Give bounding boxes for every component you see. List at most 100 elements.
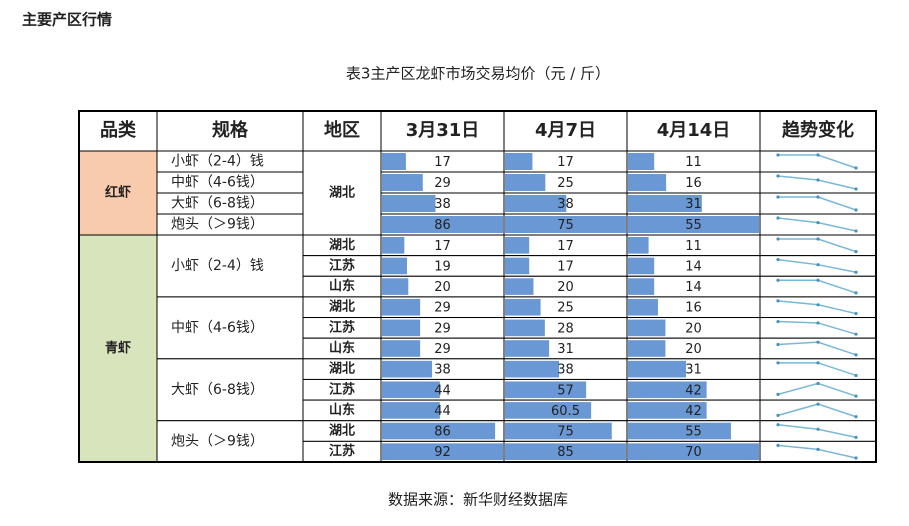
trend-point — [816, 303, 820, 307]
spec-label: 小虾（2-4）钱 — [171, 154, 264, 170]
trend-point — [854, 353, 858, 357]
data-bar — [382, 360, 432, 378]
column-header: 4月14日 — [657, 120, 731, 141]
data-bar — [505, 216, 626, 233]
trend-point — [776, 237, 780, 241]
data-bar — [628, 237, 649, 254]
price-value: 31 — [685, 197, 702, 212]
table-cell — [626, 110, 761, 152]
trend-point — [854, 291, 858, 295]
price-value: 38 — [557, 363, 574, 378]
data-bar — [628, 216, 759, 233]
trend-point — [776, 423, 780, 427]
price-value: 16 — [685, 176, 702, 191]
trend-point — [816, 402, 820, 406]
data-bar — [628, 153, 655, 170]
trend-point — [816, 381, 820, 386]
data-bar — [628, 422, 731, 440]
trend-point — [776, 258, 780, 262]
region-label: 湖北 — [329, 424, 355, 439]
price-value: 70 — [685, 445, 702, 460]
price-value: 29 — [434, 321, 451, 336]
price-value: 55 — [685, 425, 702, 440]
price-value: 20 — [685, 321, 702, 336]
data-bar — [505, 422, 612, 440]
data-bar — [628, 278, 655, 295]
price-value: 38 — [434, 197, 451, 212]
price-value: 20 — [434, 280, 451, 295]
price-value: 17 — [557, 155, 574, 170]
table-cell — [156, 420, 304, 463]
price-value: 25 — [557, 176, 574, 191]
price-value: 29 — [434, 176, 451, 191]
region-label: 山东 — [329, 340, 355, 356]
column-header: 品类 — [100, 119, 137, 141]
price-value: 28 — [557, 321, 574, 336]
data-bar — [382, 340, 421, 357]
price-value: 31 — [685, 363, 702, 378]
data-bar — [505, 195, 567, 212]
trend-point — [776, 392, 780, 397]
trend-point — [776, 278, 780, 282]
data-bar — [382, 319, 421, 337]
data-bar — [628, 381, 707, 399]
table-border — [78, 110, 877, 463]
data-bar — [505, 360, 560, 378]
region-label: 山东 — [329, 278, 355, 294]
table-cell — [156, 110, 304, 152]
data-bar — [382, 216, 503, 233]
group-label: 红虾 — [105, 185, 131, 201]
trend-point — [854, 394, 858, 398]
data-bar — [505, 381, 587, 399]
region-label: 湖北 — [329, 300, 355, 315]
data-bar — [382, 237, 405, 254]
price-value: 29 — [434, 342, 451, 357]
price-value: 60.5 — [551, 404, 580, 419]
trend-point — [816, 447, 820, 451]
price-value: 19 — [434, 259, 451, 274]
trend-point — [816, 321, 820, 325]
price-value: 85 — [557, 445, 574, 460]
trend-point — [854, 166, 858, 170]
price-value: 92 — [434, 445, 451, 460]
price-value: 38 — [557, 197, 574, 212]
column-header: 3月31日 — [406, 120, 480, 141]
table-cell — [78, 110, 158, 152]
trend-point — [776, 153, 780, 157]
region-label: 山东 — [329, 402, 355, 418]
data-bar — [382, 257, 407, 275]
data-bar — [382, 443, 503, 460]
trend-point — [816, 221, 820, 225]
data-bar — [382, 278, 409, 295]
price-value: 86 — [434, 218, 451, 233]
trend-point — [816, 263, 820, 267]
region-label: 湖北 — [329, 362, 355, 377]
trend-point — [854, 373, 858, 378]
price-value: 29 — [434, 301, 451, 316]
column-header: 4月7日 — [535, 120, 596, 141]
price-value: 14 — [685, 280, 702, 295]
data-bar — [382, 381, 440, 399]
data-bar — [505, 319, 545, 337]
price-value: 44 — [434, 404, 451, 419]
source-note: 数据来源：新华财经数据库 — [388, 491, 568, 509]
price-value: 17 — [434, 155, 451, 170]
trend-point — [854, 332, 858, 336]
region-label: 江苏 — [329, 319, 355, 335]
trend-point — [816, 153, 820, 157]
data-bar — [505, 153, 533, 170]
price-value: 11 — [685, 239, 702, 254]
data-bar — [505, 298, 541, 316]
price-value: 20 — [557, 280, 574, 295]
data-bar — [382, 153, 406, 170]
price-value: 44 — [434, 383, 451, 398]
column-header: 规格 — [212, 119, 249, 141]
data-bar — [628, 402, 707, 419]
group-label: 青虾 — [105, 340, 131, 356]
data-bar — [628, 340, 666, 357]
section-title: 主要产区行情 — [22, 11, 112, 29]
trend-point — [854, 208, 858, 212]
price-value: 17 — [557, 239, 574, 254]
data-bar — [505, 257, 530, 275]
